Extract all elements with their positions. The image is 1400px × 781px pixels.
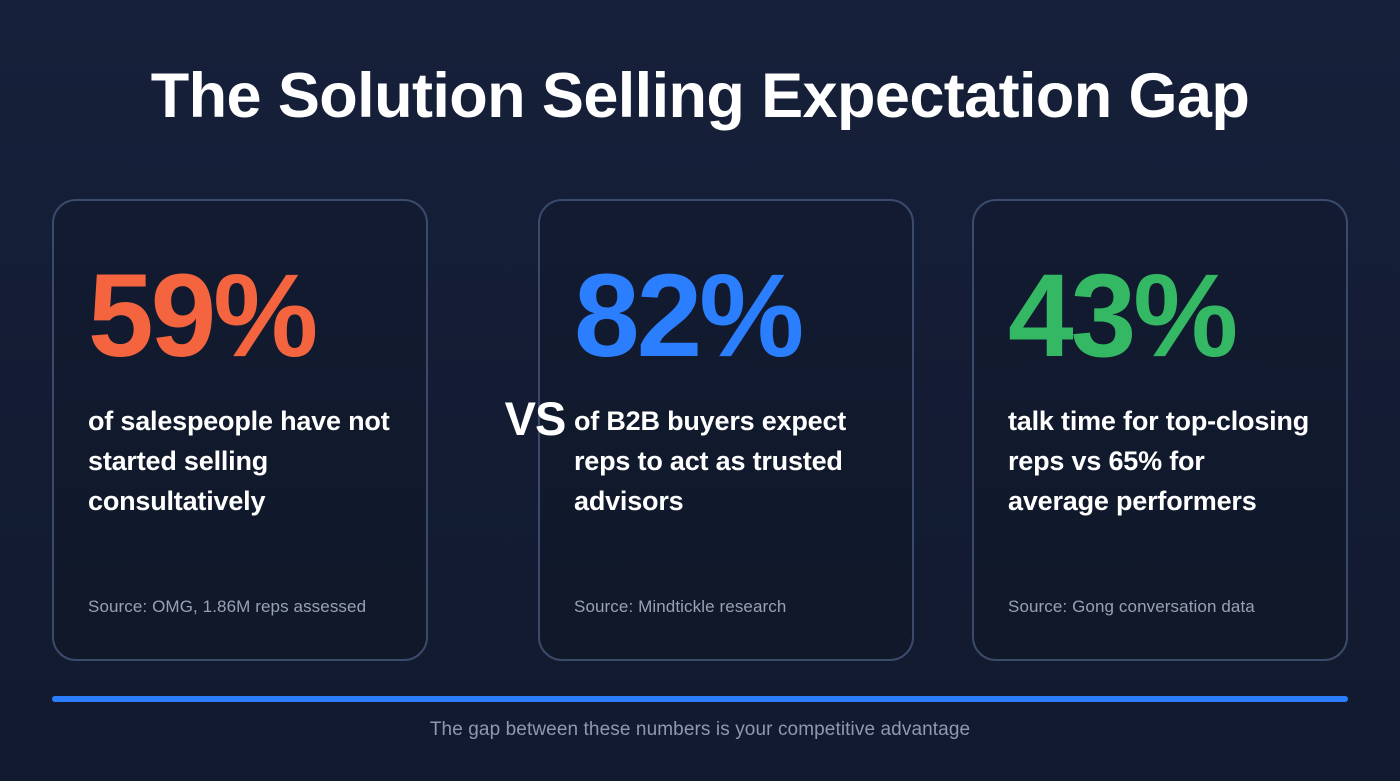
stat-card-1: 59% of salespeople have not started sell… bbox=[52, 199, 428, 661]
page-title: The Solution Selling Expectation Gap bbox=[150, 61, 1250, 131]
stat-description-3: talk time for top-closing reps vs 65% fo… bbox=[1008, 406, 1310, 516]
versus-label: VS bbox=[504, 392, 567, 445]
stat-value-2: 82% bbox=[574, 250, 804, 382]
accent-divider bbox=[52, 696, 1348, 702]
stat-source-2: Source: Mindtickle research bbox=[574, 597, 787, 616]
footer-caption: The gap between these numbers is your co… bbox=[429, 719, 971, 740]
stat-source-3: Source: Gong conversation data bbox=[1008, 597, 1255, 616]
stat-description-1: of salespeople have not started selling … bbox=[88, 406, 390, 516]
stat-card-2: 82% of B2B buyers expect reps to act as … bbox=[538, 199, 914, 661]
stat-value-3: 43% bbox=[1008, 250, 1238, 382]
stat-description-2: of B2B buyers expect reps to act as trus… bbox=[574, 406, 847, 516]
stat-source-1: Source: OMG, 1.86M reps assessed bbox=[88, 597, 367, 616]
stat-value-1: 59% bbox=[88, 250, 318, 382]
stat-card-row: 59% of salespeople have not started sell… bbox=[52, 199, 1348, 661]
stat-card-3: 43% talk time for top-closing reps vs 65… bbox=[972, 199, 1348, 661]
